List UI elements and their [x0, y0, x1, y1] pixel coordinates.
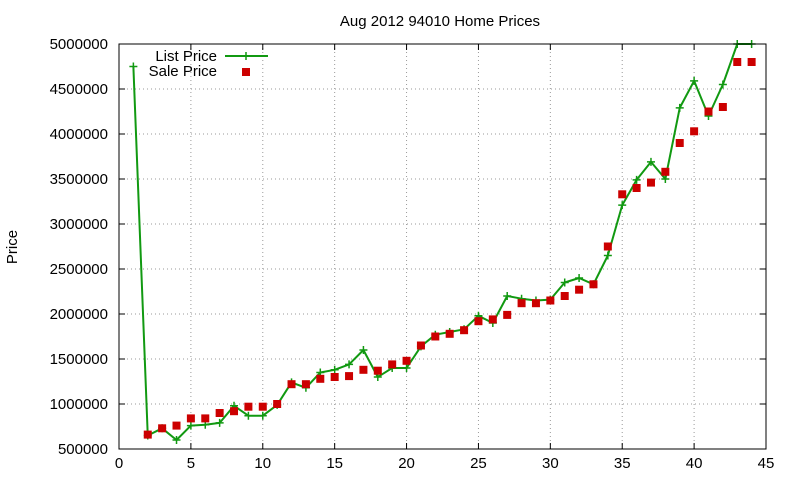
point-sale-price	[646, 178, 655, 187]
point-sale-price	[675, 139, 684, 147]
point-list-price	[172, 436, 181, 444]
point-list-price	[244, 411, 253, 420]
point-sale-price	[575, 285, 584, 294]
y-tick-label: 3500000	[50, 171, 108, 188]
point-sale-price	[747, 58, 756, 66]
point-sale-price	[546, 296, 555, 305]
series-line-list-price	[132, 43, 752, 441]
legend-label-list-price: List Price	[155, 48, 217, 65]
point-sale-price	[287, 380, 296, 389]
point-sale-price	[359, 365, 368, 374]
x-tick-label: 10	[254, 455, 271, 472]
y-tick-label: 3000000	[50, 216, 108, 233]
point-sale-price	[330, 373, 339, 381]
x-tick-label: 35	[614, 455, 631, 472]
point-sale-price	[589, 280, 598, 289]
point-sale-price	[244, 402, 253, 411]
point-list-price	[646, 157, 655, 166]
legend-marker-list-price	[242, 52, 250, 60]
point-sale-price	[230, 407, 239, 416]
point-list-price	[402, 364, 411, 372]
y-tick-label: 500000	[58, 441, 108, 458]
point-sale-price	[618, 190, 627, 199]
point-sale-price	[733, 58, 742, 66]
point-sale-price	[488, 315, 497, 324]
point-sale-price	[186, 414, 195, 423]
point-sale-price	[560, 292, 569, 300]
point-sale-price	[517, 299, 526, 308]
point-sale-price	[704, 107, 713, 116]
point-sale-price	[460, 326, 469, 335]
legend: List Price Sale Price	[149, 48, 268, 80]
point-sale-price	[531, 299, 540, 308]
point-sale-price	[345, 372, 354, 381]
y-tick-label: 5000000	[50, 36, 108, 53]
point-sale-price	[474, 317, 483, 326]
point-list-price	[359, 346, 368, 354]
y-tick-label: 4500000	[50, 81, 108, 98]
legend-marker-sale-price	[242, 68, 250, 76]
plot-frame	[118, 43, 767, 450]
legend-label-sale-price: Sale Price	[149, 63, 217, 80]
point-sale-price	[143, 430, 152, 439]
y-tick-label: 2500000	[50, 261, 108, 278]
chart-title: Aug 2012 94010 Home Prices	[340, 13, 540, 30]
x-tick-label: 40	[686, 455, 703, 472]
y-tick-label: 1500000	[50, 351, 108, 368]
x-tick-label: 25	[470, 455, 487, 472]
point-sale-price	[661, 167, 670, 176]
point-list-price	[258, 411, 267, 420]
point-sale-price	[431, 332, 440, 341]
point-list-price	[603, 251, 612, 260]
point-list-price	[503, 292, 512, 300]
point-list-price	[215, 418, 224, 427]
point-list-price	[560, 278, 569, 287]
point-sale-price	[402, 356, 411, 365]
point-sale-price	[503, 310, 512, 319]
x-tick-label: 0	[115, 455, 123, 472]
point-list-price	[330, 365, 339, 374]
point-sale-price	[301, 380, 310, 389]
point-sale-price	[273, 400, 282, 408]
x-tick-label: 20	[398, 455, 415, 472]
point-sale-price	[201, 414, 210, 423]
x-tick-label: 15	[326, 455, 343, 472]
point-list-price	[690, 76, 699, 85]
point-list-price	[718, 80, 727, 89]
axis-ticks: 0 5 10 15 20 25 30 35 40 45 500000 1000000 1500000 20…	[50, 36, 775, 472]
point-list-price	[575, 274, 584, 282]
point-sale-price	[445, 329, 454, 338]
point-sale-price	[603, 242, 612, 251]
point-sale-price	[215, 409, 224, 417]
point-list-price	[129, 62, 138, 71]
point-sale-price	[258, 402, 267, 411]
point-sale-price	[632, 184, 641, 192]
point-list-price	[632, 175, 641, 184]
point-list-price	[661, 175, 670, 183]
x-tick-label: 5	[187, 455, 195, 472]
y-tick-label: 2000000	[50, 306, 108, 323]
point-sale-price	[416, 341, 425, 350]
point-sale-price	[172, 421, 181, 430]
y-tick-label: 4000000	[50, 126, 108, 143]
point-list-price	[345, 360, 354, 369]
point-sale-price	[158, 424, 167, 433]
point-list-price	[675, 103, 684, 112]
point-sale-price	[718, 103, 727, 111]
point-sale-price	[373, 366, 382, 375]
point-list-price	[618, 201, 627, 210]
y-tick-label: 1000000	[50, 396, 108, 413]
grid	[119, 44, 766, 449]
point-list-price	[186, 421, 195, 430]
point-sale-price	[690, 127, 699, 136]
x-tick-label: 45	[758, 455, 775, 472]
series-layer	[129, 40, 756, 444]
point-sale-price	[316, 374, 325, 383]
x-tick-label: 30	[542, 455, 559, 472]
y-axis-title: Price	[4, 230, 21, 264]
point-sale-price	[388, 360, 397, 369]
